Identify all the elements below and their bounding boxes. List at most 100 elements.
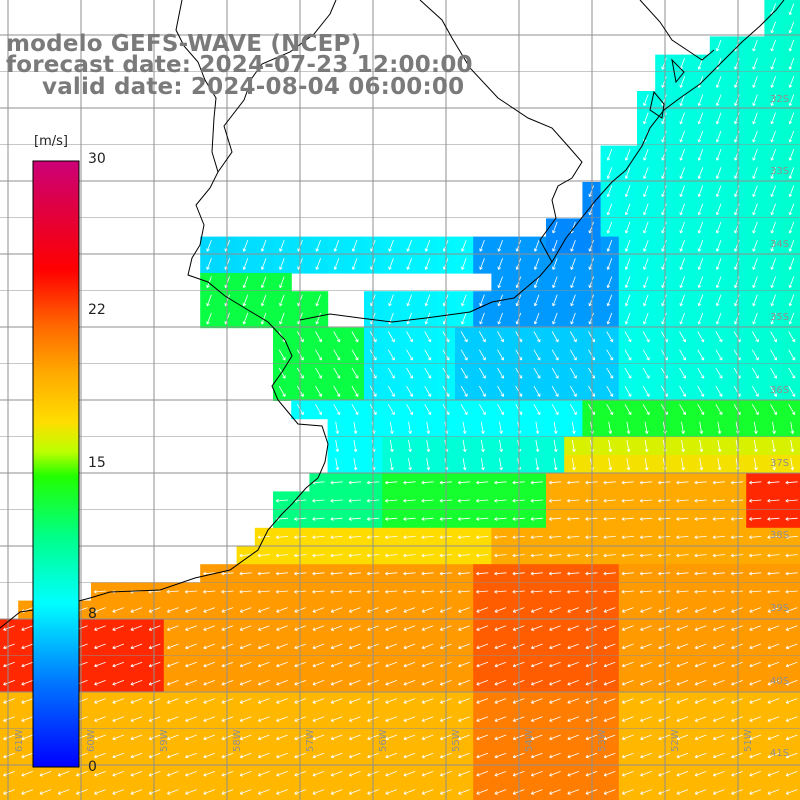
wind-arrow (770, 130, 776, 143)
wind-arrow (694, 498, 707, 503)
wind-arrow (530, 625, 543, 631)
lon-label: 52W (670, 729, 681, 752)
wind-arrow (603, 607, 616, 613)
wind-arrow (676, 480, 689, 485)
wind-arrow (549, 716, 561, 722)
wind-arrow (130, 752, 143, 759)
wind-arrow (715, 385, 723, 397)
wind-arrow (203, 661, 216, 668)
wind-arrow (752, 167, 758, 179)
wind-arrow (676, 698, 689, 704)
wind-arrow (770, 349, 777, 361)
wind-arrow (242, 276, 249, 289)
wind-arrow (603, 789, 616, 795)
wind-arrow (694, 680, 707, 686)
wind-arrow (385, 698, 398, 704)
wind-arrow (715, 331, 723, 343)
wind-arrow (767, 517, 780, 521)
wind-arrow (712, 480, 725, 485)
wind-arrow (549, 625, 561, 631)
wind-arrow (658, 661, 671, 668)
wind-arrow (130, 625, 143, 631)
wind-arrow (712, 498, 725, 503)
wind-arrow (257, 716, 270, 722)
wind-arrow (239, 607, 252, 613)
wind-arrow (788, 312, 795, 325)
wind-arrow (389, 458, 394, 471)
wind-arrow (570, 276, 576, 289)
wind-arrow (333, 258, 340, 270)
wind-arrow (624, 148, 631, 161)
wind-arrow (330, 480, 343, 485)
wind-arrow (148, 771, 161, 777)
wind-arrow (112, 771, 125, 777)
wind-arrow (606, 203, 613, 216)
wind-arrow (242, 312, 249, 325)
wind-speed-cell (782, 455, 800, 474)
wind-arrow (640, 734, 652, 741)
wind-arrow (257, 789, 270, 795)
wind-arrow (479, 294, 485, 307)
wind-arrow (548, 517, 562, 521)
wind-arrow (533, 331, 541, 343)
wind-arrow (639, 517, 653, 521)
wind-arrow (388, 239, 394, 252)
wind-speed-cell (782, 345, 800, 365)
wind-arrow (694, 480, 707, 485)
wind-arrow (603, 734, 616, 741)
wind-arrow (21, 661, 34, 668)
wind-arrow (697, 276, 704, 289)
wind-arrow (752, 221, 758, 234)
wind-arrow (676, 661, 689, 668)
wind-arrow (712, 517, 725, 521)
wind-arrow (533, 276, 540, 289)
wind-arrow (315, 331, 322, 343)
wind-arrow (681, 439, 685, 453)
wind-arrow (421, 589, 434, 594)
wind-arrow (697, 203, 704, 216)
wind-arrow (553, 458, 558, 471)
wind-arrow (406, 367, 413, 379)
wind-arrow (679, 258, 685, 270)
wind-arrow (257, 680, 270, 686)
wind-arrow (206, 312, 212, 325)
wind-arrow (749, 680, 762, 686)
wind-arrow (185, 771, 197, 777)
wind-arrow (788, 21, 795, 34)
wind-arrow (458, 752, 470, 759)
wind-arrow (676, 498, 689, 503)
wind-arrow (639, 571, 653, 576)
wind-arrow (658, 517, 671, 521)
wind-arrow (130, 771, 143, 777)
wind-arrow (406, 349, 413, 361)
wind-arrow (644, 439, 649, 453)
wind-arrow (348, 517, 361, 521)
wind-arrow (694, 771, 707, 777)
wind-arrow (403, 607, 416, 613)
wind-arrow (571, 421, 576, 434)
wind-arrow (715, 312, 722, 325)
wind-arrow (461, 239, 467, 252)
wind-arrow (785, 589, 798, 594)
wind-arrow (694, 789, 707, 795)
wind-arrow (203, 752, 216, 759)
wind-arrow (3, 625, 15, 631)
wind-arrow (312, 607, 325, 613)
wind-arrow (348, 571, 361, 576)
wind-arrow (351, 404, 359, 416)
wind-arrow (479, 239, 485, 252)
wind-arrow (206, 239, 212, 252)
wind-arrow (239, 752, 252, 759)
wind-arrow (621, 680, 634, 686)
wind-arrow (260, 258, 267, 270)
wind-arrow (460, 331, 468, 343)
wind-arrow (385, 571, 398, 576)
wind-arrow (421, 680, 434, 686)
wind-arrow (658, 789, 671, 795)
wind-arrow (715, 258, 722, 270)
wind-arrow (406, 385, 413, 397)
wind-arrow (385, 716, 398, 722)
wind-arrow (731, 643, 743, 650)
wind-arrow (130, 643, 143, 650)
wind-arrow (478, 349, 486, 361)
